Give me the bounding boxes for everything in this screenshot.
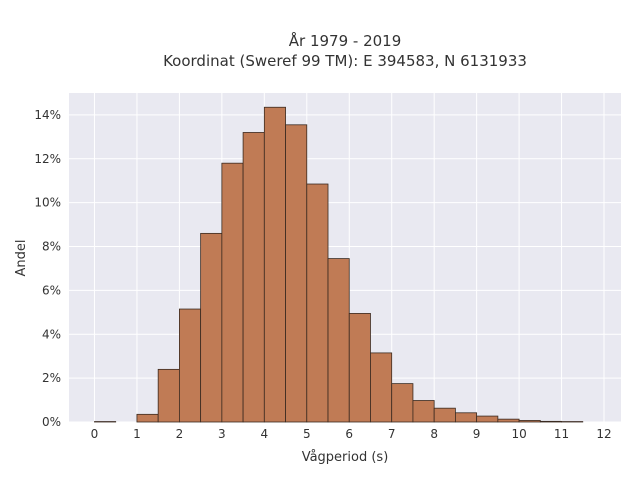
- histogram-bar: [518, 420, 541, 423]
- x-axis-ticks: 0 1 2 3 4 5 6 7 8 9 10 11 12: [91, 427, 612, 441]
- histogram-bars: [94, 106, 584, 423]
- histogram-bar: [454, 412, 478, 423]
- histogram-bar: [221, 162, 244, 423]
- x-tick-label: 5: [303, 427, 311, 441]
- histogram-bar: [370, 352, 393, 423]
- x-tick-label: 12: [596, 427, 611, 441]
- y-tick-label: 4%: [42, 327, 61, 341]
- y-tick-label: 2%: [42, 371, 61, 385]
- histogram-bar: [200, 232, 223, 423]
- x-tick-label: 0: [91, 427, 99, 441]
- histogram-bar: [412, 400, 435, 423]
- y-tick-label: 6%: [42, 283, 61, 297]
- x-tick-label: 11: [554, 427, 569, 441]
- histogram-bar: [306, 183, 329, 423]
- x-tick-label: 9: [473, 427, 481, 441]
- histogram-bar: [539, 420, 562, 423]
- y-tick-label: 14%: [34, 108, 61, 122]
- histogram-bar: [178, 308, 202, 423]
- x-tick-label: 1: [133, 427, 141, 441]
- x-tick-label: 3: [218, 427, 226, 441]
- histogram-bar: [433, 407, 456, 423]
- y-tick-label: 10%: [34, 196, 61, 210]
- histogram-bar: [497, 418, 520, 423]
- y-tick-label: 8%: [42, 240, 61, 254]
- histogram-bar: [348, 313, 371, 423]
- chart-title-line1: År 1979 - 2019: [289, 31, 402, 50]
- x-axis-label: Vågperiod (s): [302, 450, 389, 465]
- x-tick-label: 10: [511, 427, 526, 441]
- histogram-bar: [263, 106, 286, 423]
- y-tick-label: 12%: [34, 152, 61, 166]
- histogram-bar: [136, 413, 159, 423]
- histogram-bar: [391, 383, 414, 423]
- x-tick-label: 7: [388, 427, 396, 441]
- histogram-bar: [157, 368, 180, 423]
- y-axis-label: Andel: [14, 240, 29, 277]
- histogram-bar: [285, 124, 308, 423]
- chart-title-line2: Koordinat (Sweref 99 TM): E 394583, N 61…: [163, 52, 527, 70]
- histogram-bar: [476, 415, 499, 423]
- x-tick-label: 2: [176, 427, 184, 441]
- histogram-bar: [242, 132, 265, 423]
- histogram-bar: [327, 258, 350, 423]
- x-tick-label: 4: [261, 427, 269, 441]
- y-axis-ticks: 0% 2% 4% 6% 8% 10% 12% 14%: [34, 108, 61, 429]
- x-tick-label: 8: [430, 427, 438, 441]
- x-tick-label: 6: [345, 427, 353, 441]
- y-tick-label: 0%: [42, 415, 61, 429]
